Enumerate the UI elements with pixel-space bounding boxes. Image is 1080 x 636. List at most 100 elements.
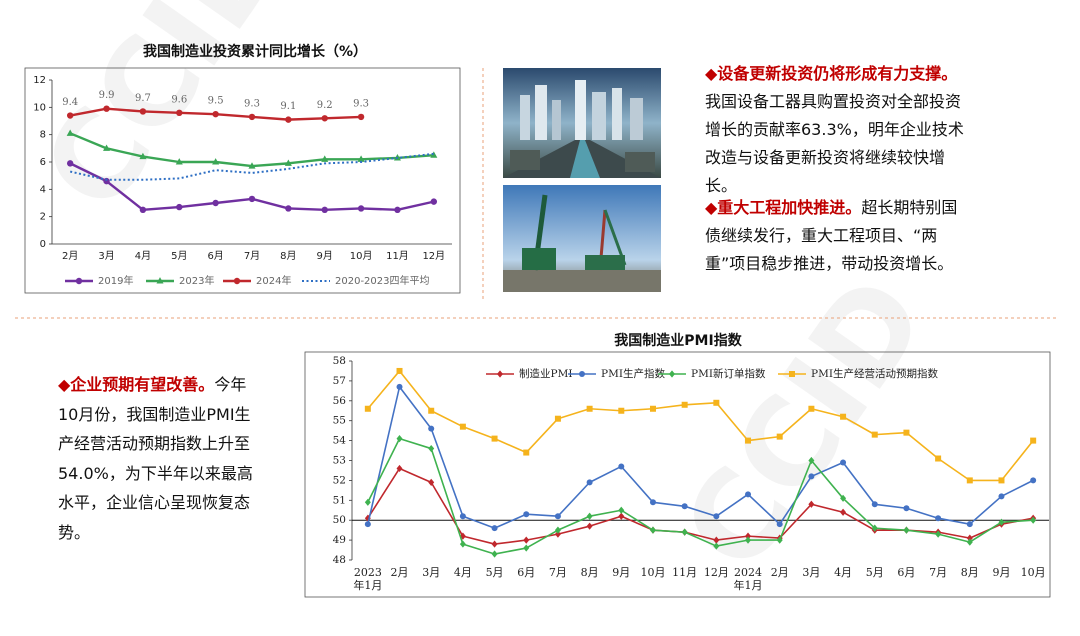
y-tick-label: 12	[33, 75, 46, 86]
marker	[713, 536, 720, 544]
marker	[491, 525, 498, 532]
note-text: 超长期特别国债继续发行，重大工程项目、“两重”项目稳步推进，带动投资增长。	[705, 198, 958, 273]
marker	[1030, 477, 1037, 484]
x-tick-label: 10月	[1020, 566, 1046, 579]
marker	[903, 505, 910, 512]
marker	[357, 205, 365, 212]
marker	[459, 540, 466, 548]
legend-label: 2020-2023四年平均	[335, 274, 430, 287]
marker	[966, 477, 973, 484]
marker	[428, 478, 435, 486]
marker	[966, 538, 973, 546]
marker	[523, 544, 530, 552]
marker	[789, 371, 795, 377]
marker	[745, 532, 752, 540]
marker	[713, 399, 720, 406]
marker	[998, 477, 1005, 484]
marker	[75, 277, 83, 285]
note: ◆设备更新投资仍将形成有力支撑。 我国设备工器具购置投资对全部投资增长的贡献率63…	[705, 60, 971, 200]
y-tick-label: 54	[333, 435, 347, 447]
value-label: 9.3	[244, 98, 260, 109]
y-tick-label: 55	[333, 415, 346, 427]
marker	[459, 423, 466, 430]
x-tick-label: 8月	[580, 566, 599, 579]
watermark: CCID	[657, 253, 955, 595]
marker	[808, 473, 815, 480]
value-label: 9.9	[99, 90, 115, 101]
marker	[618, 407, 625, 414]
x-tick-label: 4月	[453, 566, 472, 579]
marker	[176, 109, 183, 117]
marker	[649, 405, 656, 412]
x-tick-label: 2月	[390, 566, 409, 579]
marker	[396, 435, 403, 443]
series-line	[367, 437, 1034, 555]
note-text: 我国设备工器具购置投资对全部投资增长的贡献率63.3%，明年企业技术改造与设备更…	[705, 92, 964, 195]
legend-label: 2023年	[179, 274, 214, 287]
x-tick-label: 2月	[62, 250, 78, 262]
x-tick-label: 6月	[517, 566, 536, 579]
series-line	[367, 467, 1034, 545]
marker	[285, 116, 292, 123]
marker	[713, 542, 720, 550]
y-tick-label: 51	[333, 494, 346, 506]
marker	[396, 464, 403, 473]
marker	[745, 536, 752, 544]
marker	[998, 493, 1005, 500]
marker	[840, 508, 847, 516]
marker	[284, 159, 292, 166]
marker	[586, 512, 593, 520]
x-tick-label: 5月	[865, 566, 884, 579]
marker	[669, 370, 675, 378]
marker	[396, 383, 403, 390]
marker	[935, 455, 942, 462]
marker	[66, 112, 74, 119]
marker	[554, 513, 561, 520]
value-label: 9.5	[208, 96, 224, 107]
y-tick-label: 57	[333, 375, 346, 387]
marker	[103, 177, 110, 185]
marker	[681, 528, 688, 536]
marker	[903, 429, 910, 436]
marker	[586, 522, 593, 530]
x-tick-label: 9月	[317, 250, 333, 262]
marker	[871, 431, 878, 438]
note-text: 今年10月份，我国制造业PMI生产经营活动预期指数上升至54.0%，为下半年以来…	[58, 375, 253, 542]
x-tick-label: 9月	[992, 566, 1011, 579]
value-label: 9.3	[353, 98, 369, 109]
marker	[491, 550, 498, 558]
photo	[503, 68, 661, 178]
chart-frame	[24, 67, 461, 294]
x-tick-label: 2023年1月	[353, 566, 383, 592]
marker	[248, 162, 256, 169]
note-heading: ◆企业预期有望改善。	[58, 375, 215, 394]
marker	[745, 491, 752, 498]
marker	[649, 499, 656, 506]
series-line	[367, 370, 1034, 482]
y-tick-label: 8	[40, 130, 46, 141]
marker	[681, 503, 688, 510]
marker	[156, 277, 164, 284]
x-tick-label: 11月	[672, 566, 698, 579]
x-tick-label: 7月	[244, 250, 260, 262]
photo	[503, 185, 661, 292]
marker	[618, 512, 625, 520]
marker	[321, 155, 329, 162]
marker	[935, 515, 942, 522]
marker	[966, 534, 973, 542]
marker	[808, 405, 815, 412]
marker	[428, 444, 435, 453]
marker	[175, 158, 183, 165]
x-tick-label: 3月	[422, 566, 441, 579]
series-line	[367, 386, 1034, 529]
marker	[871, 524, 878, 532]
marker	[903, 526, 910, 534]
marker	[523, 449, 530, 456]
y-tick-label: 50	[333, 514, 346, 526]
marker	[966, 521, 973, 528]
marker	[321, 115, 328, 122]
y-tick-label: 49	[333, 534, 346, 546]
marker	[285, 205, 292, 212]
legend-label: 2019年	[98, 274, 133, 287]
